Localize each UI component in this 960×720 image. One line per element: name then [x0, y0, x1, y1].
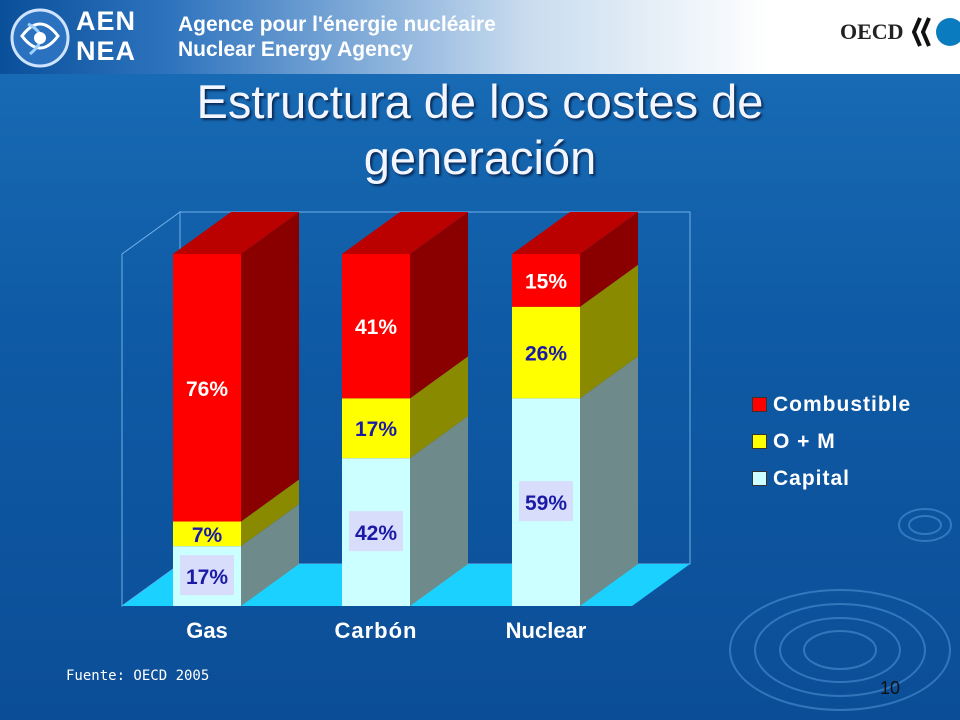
- legend-swatch-capital: [752, 471, 767, 486]
- bar-segment-combustible-1: [342, 254, 410, 399]
- data-label-combustible-1: 41%: [355, 316, 397, 339]
- legend-swatch-combustible: [752, 397, 767, 412]
- x-axis-labels: Gas Carbón Nuclear: [186, 618, 587, 643]
- bar-side-capital-0: [241, 504, 299, 606]
- bar-top-2: [512, 212, 638, 254]
- legend-item-capital: Capital: [752, 460, 911, 497]
- bar-segment-o-m-2: [512, 306, 580, 399]
- nea-text: NEA: [76, 36, 137, 66]
- slide-title: Estructura de los costes de generación: [60, 74, 900, 186]
- nea-globe-logo-icon: [10, 8, 70, 68]
- oecd-logo: OECD: [840, 10, 960, 54]
- data-label-capital-2: 59%: [525, 492, 567, 515]
- agency-name-fr: Agence pour l'énergie nucléaire: [178, 13, 496, 36]
- bar-segment-combustible-0: [173, 254, 241, 522]
- bar-side-o-m-1: [410, 356, 468, 459]
- bar-side-combustible-0: [241, 212, 299, 522]
- oecd-emblem-icon: [911, 17, 960, 47]
- bar-top-0: [173, 212, 299, 254]
- water-ripple-decoration-icon: [729, 508, 952, 711]
- legend-item-om: O + M: [752, 423, 911, 460]
- bar-side-capital-1: [410, 416, 468, 606]
- chart-side-wall: [121, 211, 181, 607]
- aen-nea-wordmark: AEN NEA: [76, 6, 136, 66]
- legend-label-om: O + M: [773, 429, 836, 453]
- x-tick-label-gas: Gas: [186, 618, 228, 643]
- oecd-text: OECD: [840, 19, 904, 44]
- data-label-box-capital-2: [519, 481, 573, 522]
- bar-side-capital-2: [580, 356, 638, 606]
- bar-group: 17% 7% 76% 42% 17% 41% 59% 26% 15%: [173, 212, 638, 606]
- data-label-combustible-2: 15%: [525, 270, 567, 293]
- legend-item-combustible: Combustible: [752, 386, 911, 423]
- slide-title-line2: generación: [363, 131, 597, 184]
- data-label-combustible-0: 76%: [186, 378, 228, 401]
- data-label-o-m-1: 17%: [355, 418, 397, 441]
- bar-side-o-m-2: [580, 264, 638, 399]
- chart-legend: Combustible O + M Capital: [752, 386, 911, 497]
- data-label-box-capital-0: [180, 555, 234, 596]
- bar-segment-o-m-0: [173, 521, 241, 547]
- bar-side-combustible-1: [410, 212, 468, 399]
- slide-title-line1: Estructura de los costes de: [196, 75, 764, 128]
- bar-segment-o-m-1: [342, 398, 410, 459]
- data-label-capital-0: 17%: [186, 566, 228, 589]
- legend-label-capital: Capital: [773, 466, 851, 490]
- bar-segment-combustible-2: [512, 254, 580, 307]
- x-tick-label-carbon: Carbón: [335, 618, 418, 643]
- header-banner: AEN NEA Agence pour l'énergie nucléaire …: [0, 0, 960, 74]
- bar-side-o-m-0: [241, 479, 299, 547]
- agency-name-en: Nuclear Energy Agency: [178, 38, 413, 61]
- legend-swatch-om: [752, 434, 767, 449]
- data-label-o-m-0: 7%: [192, 524, 223, 547]
- data-label-o-m-2: 26%: [525, 343, 567, 366]
- data-label-capital-1: 42%: [355, 522, 397, 545]
- agency-name: Agence pour l'énergie nucléaire Nuclear …: [178, 12, 496, 62]
- legend-label-combustible: Combustible: [773, 392, 912, 416]
- data-label-box-capital-1: [349, 511, 403, 552]
- bar-top-1: [342, 212, 468, 254]
- source-note: Fuente: OECD 2005: [66, 668, 210, 684]
- page-number: 10: [880, 678, 901, 698]
- aen-text: AEN: [76, 6, 137, 36]
- x-tick-label-nuclear: Nuclear: [506, 618, 587, 643]
- bar-side-combustible-2: [580, 212, 638, 307]
